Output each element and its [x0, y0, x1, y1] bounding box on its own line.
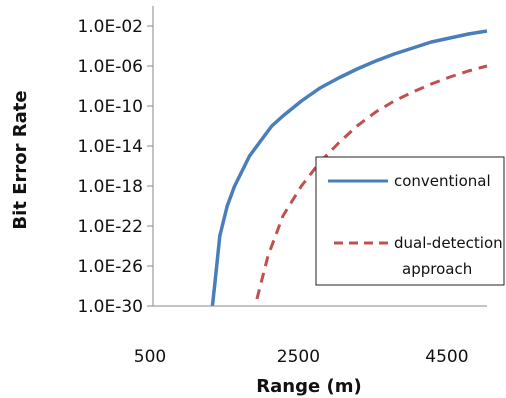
x-tick-label: 4500: [425, 347, 468, 367]
legend-box: [315, 156, 505, 286]
y-tick-label: 1.0E-14: [77, 137, 143, 157]
y-tick-label: 1.0E-10: [77, 97, 143, 117]
series-line-conventional: [210, 29, 488, 307]
x-ticks: 500 2500 4500: [134, 347, 469, 367]
x-axis-title: Range (m): [256, 376, 361, 397]
y-tick-label: 1.0E-22: [77, 217, 143, 237]
y-tick-label: 1.0E-02: [77, 17, 143, 37]
y-tick-label: 1.0E-26: [77, 257, 143, 277]
y-tick-label: 1.0E-30: [77, 297, 143, 317]
y-tick-label: 1.0E-06: [77, 57, 143, 77]
x-tick-label: 500: [134, 347, 166, 367]
legend-label-dual-detection-line1: dual-detection: [394, 234, 503, 252]
series-line-dual-detection-approach: [255, 64, 488, 300]
x-tick-label: 2500: [277, 347, 320, 367]
y-axis-title: Bit Error Rate: [10, 90, 31, 229]
y-tick-label: 1.0E-18: [77, 177, 143, 197]
legend-label-dual-detection-line2: approach: [402, 260, 472, 278]
y-ticks: 1.0E-02 1.0E-06 1.0E-10 1.0E-14 1.0E-18 1.0E-…: [77, 17, 153, 317]
legend: conventional dual-detection approach: [315, 156, 505, 286]
legend-label-conventional: conventional: [394, 172, 491, 190]
series-layer: [210, 29, 488, 307]
